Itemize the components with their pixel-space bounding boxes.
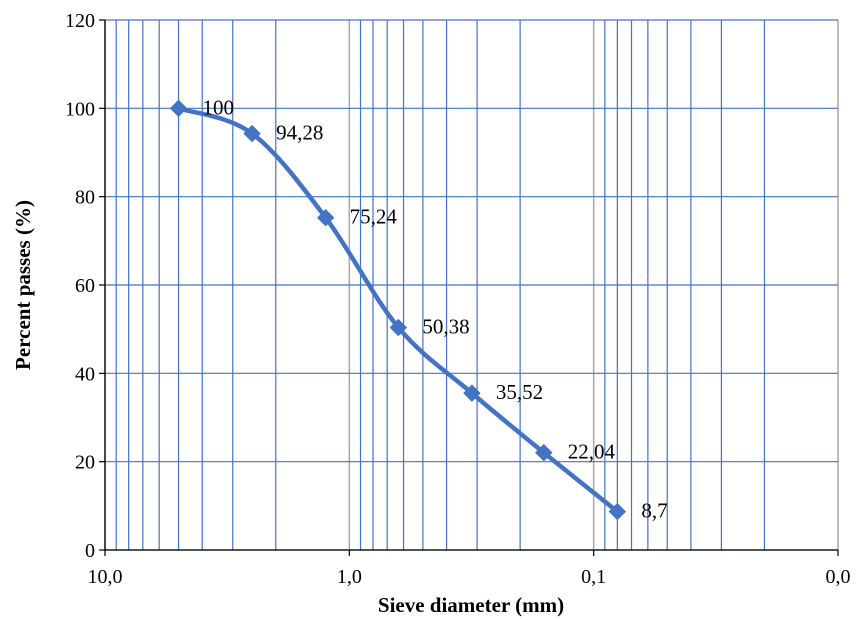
y-tick-label: 0 xyxy=(85,540,95,562)
data-label: 35,52 xyxy=(496,380,543,404)
data-point-marker xyxy=(169,99,188,118)
data-label: 8,7 xyxy=(641,499,667,523)
y-tick-label: 120 xyxy=(65,10,95,32)
x-axis-title: Sieve diameter (mm) xyxy=(378,593,564,617)
data-label: 75,24 xyxy=(350,205,398,229)
y-tick-label: 20 xyxy=(75,452,95,474)
data-labels: 100 94,28 75,24 50,38 35,52 22,04 8,7 xyxy=(203,95,668,522)
x-tick-label: 0,1 xyxy=(581,566,606,588)
y-tick-label: 100 xyxy=(65,98,95,120)
data-point-marker xyxy=(535,443,553,462)
y-tick-label: 40 xyxy=(75,363,95,385)
data-label: 100 xyxy=(203,95,235,119)
data-label: 22,04 xyxy=(568,440,616,464)
data-label: 50,38 xyxy=(422,314,469,338)
gridlines xyxy=(104,19,839,551)
data-point-marker xyxy=(316,208,335,227)
data-point-marker xyxy=(243,124,261,143)
data-point-marker xyxy=(389,318,408,337)
data-series xyxy=(169,99,627,521)
tick-labels: 0 20 40 60 80 100 120 10,0 1,0 0,1 0,0 xyxy=(65,10,851,588)
axes xyxy=(99,19,839,556)
data-point-marker xyxy=(463,384,481,402)
y-tick-label: 80 xyxy=(75,187,95,209)
x-tick-label: 1,0 xyxy=(337,566,362,588)
data-label: 94,28 xyxy=(276,121,323,145)
data-point-marker xyxy=(608,502,627,521)
y-axis-title: Percent passes (%) xyxy=(11,200,35,370)
x-tick-label: 0,0 xyxy=(826,566,851,588)
x-tick-label: 10,0 xyxy=(88,566,123,588)
y-tick-label: 60 xyxy=(75,275,95,297)
